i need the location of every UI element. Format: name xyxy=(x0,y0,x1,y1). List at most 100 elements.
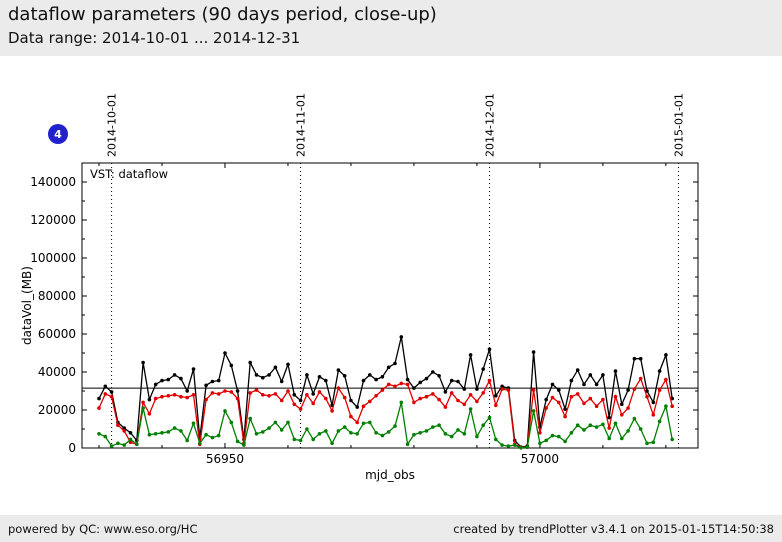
data-point xyxy=(475,434,479,439)
data-point xyxy=(594,425,599,429)
data-point xyxy=(210,379,215,384)
data-point xyxy=(128,440,133,445)
data-point xyxy=(286,362,290,367)
y-tick-label: 80000 xyxy=(38,289,76,303)
data-point xyxy=(380,375,385,379)
data-point xyxy=(594,382,599,387)
plot-anchor-label: 4 xyxy=(54,127,62,141)
data-point xyxy=(481,391,486,395)
data-point xyxy=(204,383,208,388)
data-point xyxy=(575,423,580,428)
data-point xyxy=(374,431,378,435)
data-point xyxy=(487,415,492,420)
data-point xyxy=(279,398,284,403)
data-point xyxy=(254,432,259,436)
data-point xyxy=(506,388,511,392)
data-point xyxy=(613,394,618,399)
data-point xyxy=(292,437,297,442)
data-point xyxy=(651,400,656,405)
data-point xyxy=(97,432,101,436)
data-point xyxy=(664,377,668,382)
data-point xyxy=(185,395,189,400)
data-point xyxy=(97,406,101,410)
data-point xyxy=(607,415,611,420)
data-point xyxy=(305,393,309,397)
data-point xyxy=(664,353,668,357)
data-point xyxy=(160,431,164,435)
data-point xyxy=(632,356,637,361)
data-point xyxy=(475,387,479,391)
data-point xyxy=(487,347,492,352)
y-tick-label: 140000 xyxy=(30,175,76,189)
data-point xyxy=(330,409,334,413)
data-point xyxy=(223,351,227,355)
data-point xyxy=(229,390,234,394)
footer-credit-generator: created by trendPlotter v3.4.1 on 2015-0… xyxy=(453,521,774,536)
data-point xyxy=(147,412,152,416)
data-point xyxy=(412,386,416,390)
data-point xyxy=(632,416,637,421)
month-gridline-label: 2014-11-01 xyxy=(295,93,308,157)
data-point xyxy=(368,399,372,404)
plot-anchor-badge[interactable]: 4 xyxy=(48,124,68,144)
data-point xyxy=(198,441,202,446)
data-point xyxy=(374,377,378,382)
data-point xyxy=(443,390,448,394)
data-point xyxy=(324,378,328,383)
data-point xyxy=(128,437,133,442)
data-point xyxy=(191,367,196,371)
data-point xyxy=(638,356,643,361)
data-point xyxy=(538,441,542,446)
data-point xyxy=(147,432,152,437)
data-point xyxy=(525,445,530,450)
data-point xyxy=(468,393,473,397)
data-point xyxy=(563,407,567,411)
data-point xyxy=(204,397,208,402)
data-point xyxy=(122,426,126,430)
data-point xyxy=(298,398,303,403)
data-point xyxy=(273,392,278,396)
data-point xyxy=(563,414,567,419)
data-point xyxy=(399,400,404,405)
data-point xyxy=(607,426,611,430)
data-point xyxy=(122,429,126,433)
data-point xyxy=(160,394,164,399)
data-point xyxy=(431,425,435,429)
data-point xyxy=(626,429,630,433)
data-point xyxy=(638,427,643,431)
data-point xyxy=(374,394,378,398)
month-gridline-label: 2014-12-01 xyxy=(484,93,497,157)
data-point xyxy=(456,428,460,432)
data-point xyxy=(575,392,580,396)
page-title: dataflow parameters (90 days period, clo… xyxy=(8,4,437,25)
data-point xyxy=(569,394,574,399)
data-point xyxy=(135,442,139,447)
header-bar: dataflow parameters (90 days period, clo… xyxy=(0,0,782,56)
data-point xyxy=(393,384,397,389)
data-point xyxy=(418,380,423,385)
data-point xyxy=(651,413,656,417)
data-point xyxy=(531,350,536,354)
data-point xyxy=(418,396,423,401)
data-point xyxy=(109,394,114,399)
data-point xyxy=(582,428,586,432)
data-point xyxy=(393,424,397,428)
data-point xyxy=(601,397,605,402)
data-point xyxy=(103,434,108,439)
data-point xyxy=(153,396,158,401)
data-point xyxy=(261,375,265,380)
data-point xyxy=(336,429,341,433)
data-point xyxy=(544,438,548,443)
data-point xyxy=(368,420,372,425)
data-point xyxy=(261,430,265,434)
data-point xyxy=(229,363,234,368)
data-point xyxy=(657,388,662,392)
data-point xyxy=(550,382,555,387)
data-point xyxy=(424,429,429,433)
data-point xyxy=(223,389,227,393)
x-axis-label: mjd_obs xyxy=(365,468,415,482)
data-point xyxy=(141,360,145,365)
data-point xyxy=(267,426,271,430)
footer-credit-qc[interactable]: powered by QC: www.eso.org/HC xyxy=(8,521,198,536)
data-point xyxy=(557,388,561,392)
